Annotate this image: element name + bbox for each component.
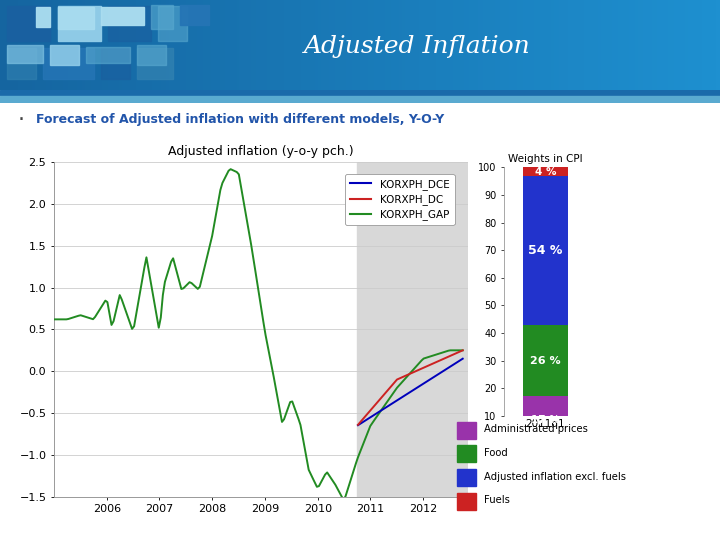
Bar: [7, 6, 50, 40]
Text: 26 %: 26 %: [530, 356, 561, 366]
Bar: [50, 45, 79, 65]
Bar: [108, 6, 151, 40]
Text: 54 %: 54 %: [528, 244, 562, 256]
Bar: [86, 47, 130, 63]
Legend: KORXPH_DCE, KORXPH_DC, KORXPH_GAP: KORXPH_DCE, KORXPH_DC, KORXPH_GAP: [345, 174, 454, 225]
Bar: [101, 48, 130, 79]
Title: Weights in CPI: Weights in CPI: [508, 154, 582, 164]
Bar: [457, 492, 477, 510]
Bar: [36, 7, 50, 27]
X-axis label: 2011q1: 2011q1: [526, 418, 565, 429]
Bar: [101, 7, 144, 25]
Bar: [43, 48, 94, 79]
Bar: [523, 325, 568, 396]
Bar: [523, 396, 568, 443]
Text: 4 %: 4 %: [535, 166, 556, 177]
Text: 17 %: 17 %: [531, 415, 559, 425]
Bar: [137, 48, 173, 79]
Bar: [7, 48, 36, 79]
Bar: [0, 90, 720, 95]
Bar: [457, 469, 477, 486]
Bar: [357, 162, 471, 497]
Bar: [0, 96, 720, 103]
Bar: [137, 45, 166, 65]
Text: Adjusted inflation excl. fuels: Adjusted inflation excl. fuels: [484, 471, 626, 482]
Text: ·: ·: [18, 110, 25, 130]
Bar: [457, 422, 477, 438]
Title: Adjusted inflation (y-o-y pch.): Adjusted inflation (y-o-y pch.): [168, 145, 354, 158]
Bar: [180, 5, 209, 25]
Bar: [457, 446, 477, 462]
Text: Fuels: Fuels: [484, 495, 510, 505]
Bar: [523, 167, 568, 176]
Bar: [7, 45, 43, 63]
Bar: [7, 24, 29, 40]
Text: Administrated prices: Administrated prices: [484, 424, 588, 434]
Text: Food: Food: [484, 448, 508, 458]
Bar: [151, 5, 173, 29]
Text: Forecast of Adjusted inflation with different models, Y-O-Y: Forecast of Adjusted inflation with diff…: [36, 113, 444, 126]
Bar: [523, 176, 568, 325]
Bar: [58, 6, 101, 40]
Text: Adjusted Inflation: Adjusted Inflation: [305, 36, 531, 58]
Bar: [58, 7, 94, 29]
Bar: [158, 6, 187, 40]
